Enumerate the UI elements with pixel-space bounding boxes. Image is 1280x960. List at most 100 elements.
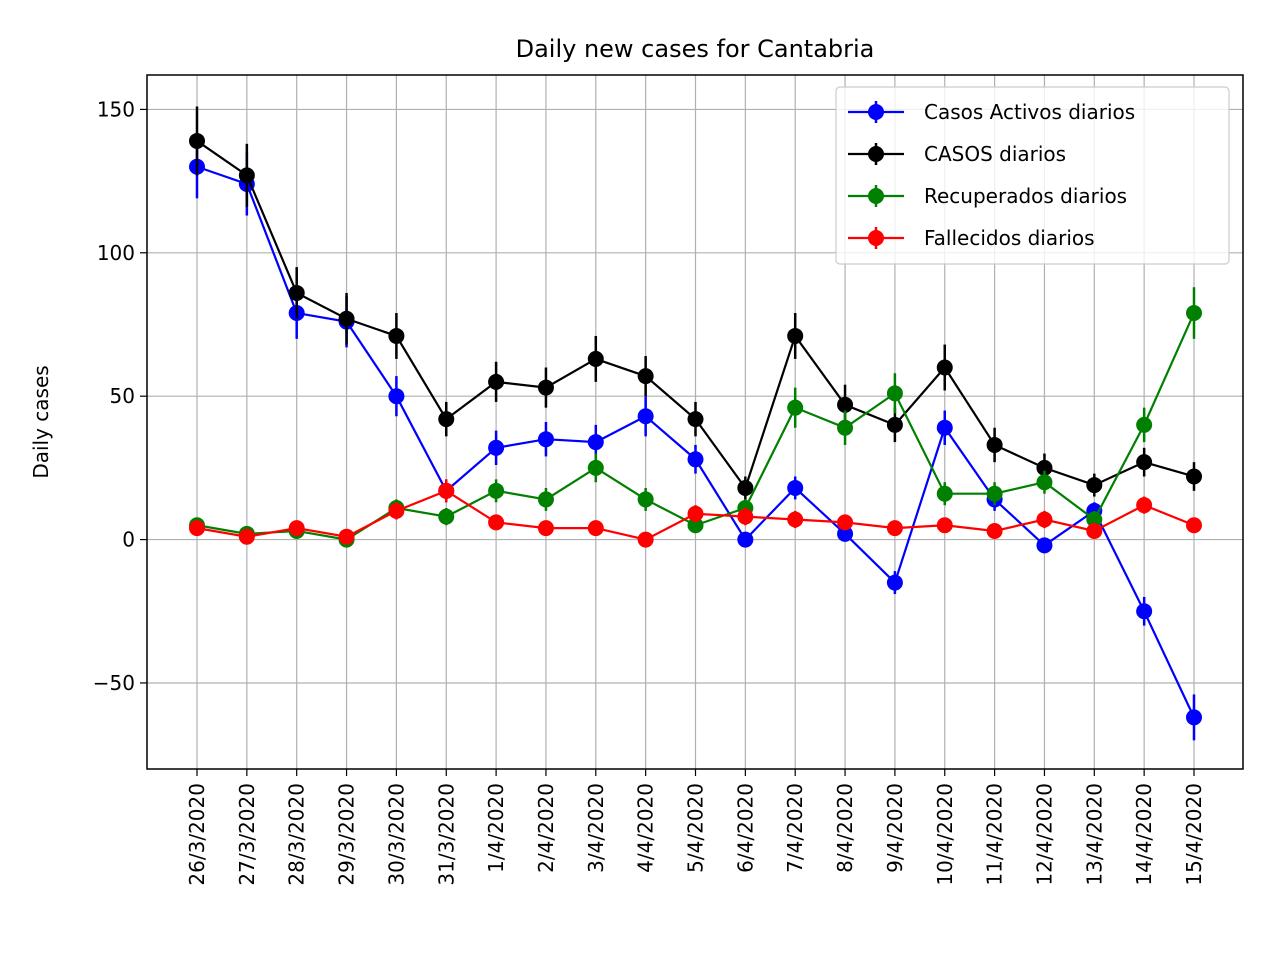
data-point bbox=[687, 505, 704, 522]
data-point bbox=[737, 531, 754, 548]
x-tick-label: 15/4/2020 bbox=[1182, 783, 1206, 886]
x-axis-ticks: 26/3/2020 27/3/2020 28/3/2020 29/3/2020 30/3… bbox=[185, 769, 1206, 886]
data-point bbox=[737, 508, 754, 525]
data-point bbox=[1186, 468, 1202, 485]
legend-box bbox=[835, 86, 1230, 265]
data-point bbox=[438, 508, 455, 525]
data-point bbox=[238, 167, 255, 184]
data-point bbox=[1136, 603, 1153, 620]
data-point bbox=[1186, 709, 1202, 726]
data-point bbox=[189, 520, 205, 537]
data-point bbox=[936, 419, 953, 436]
y-tick-label: 0 bbox=[122, 528, 135, 552]
y-tick-label: 100 bbox=[97, 241, 135, 265]
data-point bbox=[488, 373, 505, 390]
legend-item: Recuperados diarios bbox=[848, 184, 1127, 208]
x-tick-label: 28/3/2020 bbox=[285, 783, 309, 886]
data-point bbox=[587, 520, 604, 537]
data-point bbox=[986, 436, 1003, 453]
data-point bbox=[936, 517, 953, 534]
data-point bbox=[687, 517, 704, 534]
data-point bbox=[189, 132, 205, 149]
legend-marker bbox=[868, 230, 884, 246]
x-tick-label: 3/4/2020 bbox=[584, 783, 608, 873]
legend-label: CASOS diarios bbox=[924, 142, 1066, 166]
data-point bbox=[787, 399, 804, 416]
data-point bbox=[438, 482, 455, 499]
x-tick-label: 9/4/2020 bbox=[883, 783, 907, 873]
series-1 bbox=[189, 106, 1202, 500]
data-point bbox=[687, 451, 704, 468]
chart-title: Daily new cases for Cantabria bbox=[516, 35, 875, 63]
data-point bbox=[1136, 497, 1153, 514]
data-point bbox=[936, 485, 953, 502]
data-point bbox=[488, 482, 505, 499]
data-point bbox=[837, 419, 854, 436]
x-tick-label: 6/4/2020 bbox=[733, 783, 757, 873]
data-point bbox=[1086, 511, 1103, 528]
y-axis-label: Daily cases bbox=[29, 365, 53, 478]
data-point bbox=[637, 368, 654, 385]
data-point bbox=[537, 431, 554, 448]
y-axis-ticks: −50 0 50 100 150 bbox=[93, 97, 147, 695]
data-point bbox=[1086, 522, 1103, 539]
data-point bbox=[637, 408, 654, 425]
x-tick-label: 27/3/2020 bbox=[235, 783, 259, 886]
series-3 bbox=[189, 479, 1202, 548]
x-tick-label: 12/4/2020 bbox=[1032, 783, 1056, 886]
data-point bbox=[587, 434, 604, 451]
legend-marker bbox=[868, 104, 884, 120]
x-tick-label: 26/3/2020 bbox=[185, 783, 209, 886]
data-point bbox=[288, 284, 305, 301]
data-point bbox=[886, 574, 903, 591]
data-point bbox=[1136, 454, 1153, 471]
data-point bbox=[687, 411, 704, 428]
data-point bbox=[837, 396, 854, 413]
data-point bbox=[1136, 416, 1153, 433]
data-point bbox=[537, 520, 554, 537]
x-tick-label: 4/4/2020 bbox=[634, 783, 658, 873]
data-point bbox=[1036, 511, 1053, 528]
data-point bbox=[637, 491, 654, 508]
data-point bbox=[986, 522, 1003, 539]
legend-label: Casos Activos diarios bbox=[924, 100, 1135, 124]
data-point bbox=[1186, 305, 1202, 322]
legend-marker bbox=[868, 188, 884, 204]
x-tick-label: 29/3/2020 bbox=[335, 783, 359, 886]
legend-item: Fallecidos diarios bbox=[848, 226, 1095, 250]
x-tick-label: 8/4/2020 bbox=[833, 783, 857, 873]
data-point bbox=[388, 502, 405, 519]
data-point bbox=[1036, 474, 1053, 491]
data-point bbox=[587, 459, 604, 476]
data-point bbox=[1186, 517, 1202, 534]
data-point bbox=[737, 479, 754, 496]
data-point bbox=[587, 350, 604, 367]
legend-item: CASOS diarios bbox=[848, 142, 1066, 166]
x-tick-label: 31/3/2020 bbox=[434, 783, 458, 886]
x-tick-label: 7/4/2020 bbox=[783, 783, 807, 873]
y-tick-label: −50 bbox=[93, 671, 135, 695]
x-tick-label: 2/4/2020 bbox=[534, 783, 558, 873]
data-point bbox=[1036, 537, 1053, 554]
x-tick-label: 14/4/2020 bbox=[1132, 783, 1156, 886]
legend-label: Recuperados diarios bbox=[924, 184, 1127, 208]
legend-marker bbox=[868, 146, 884, 162]
data-point bbox=[338, 528, 355, 545]
legend: Casos Activos diarios CASOS diarios Recupe… bbox=[835, 86, 1230, 265]
data-point bbox=[537, 491, 554, 508]
data-point bbox=[1036, 459, 1053, 476]
data-point bbox=[787, 327, 804, 344]
data-point bbox=[488, 439, 505, 456]
data-point bbox=[886, 416, 903, 433]
series-layer bbox=[189, 106, 1202, 741]
data-point bbox=[886, 520, 903, 537]
data-point bbox=[837, 514, 854, 531]
data-point bbox=[388, 388, 405, 405]
x-tick-label: 13/4/2020 bbox=[1082, 783, 1106, 886]
data-point bbox=[787, 511, 804, 528]
legend-item: Casos Activos diarios bbox=[848, 100, 1135, 124]
x-tick-label: 30/3/2020 bbox=[384, 783, 408, 886]
x-tick-label: 5/4/2020 bbox=[684, 783, 708, 873]
y-tick-label: 50 bbox=[110, 384, 135, 408]
